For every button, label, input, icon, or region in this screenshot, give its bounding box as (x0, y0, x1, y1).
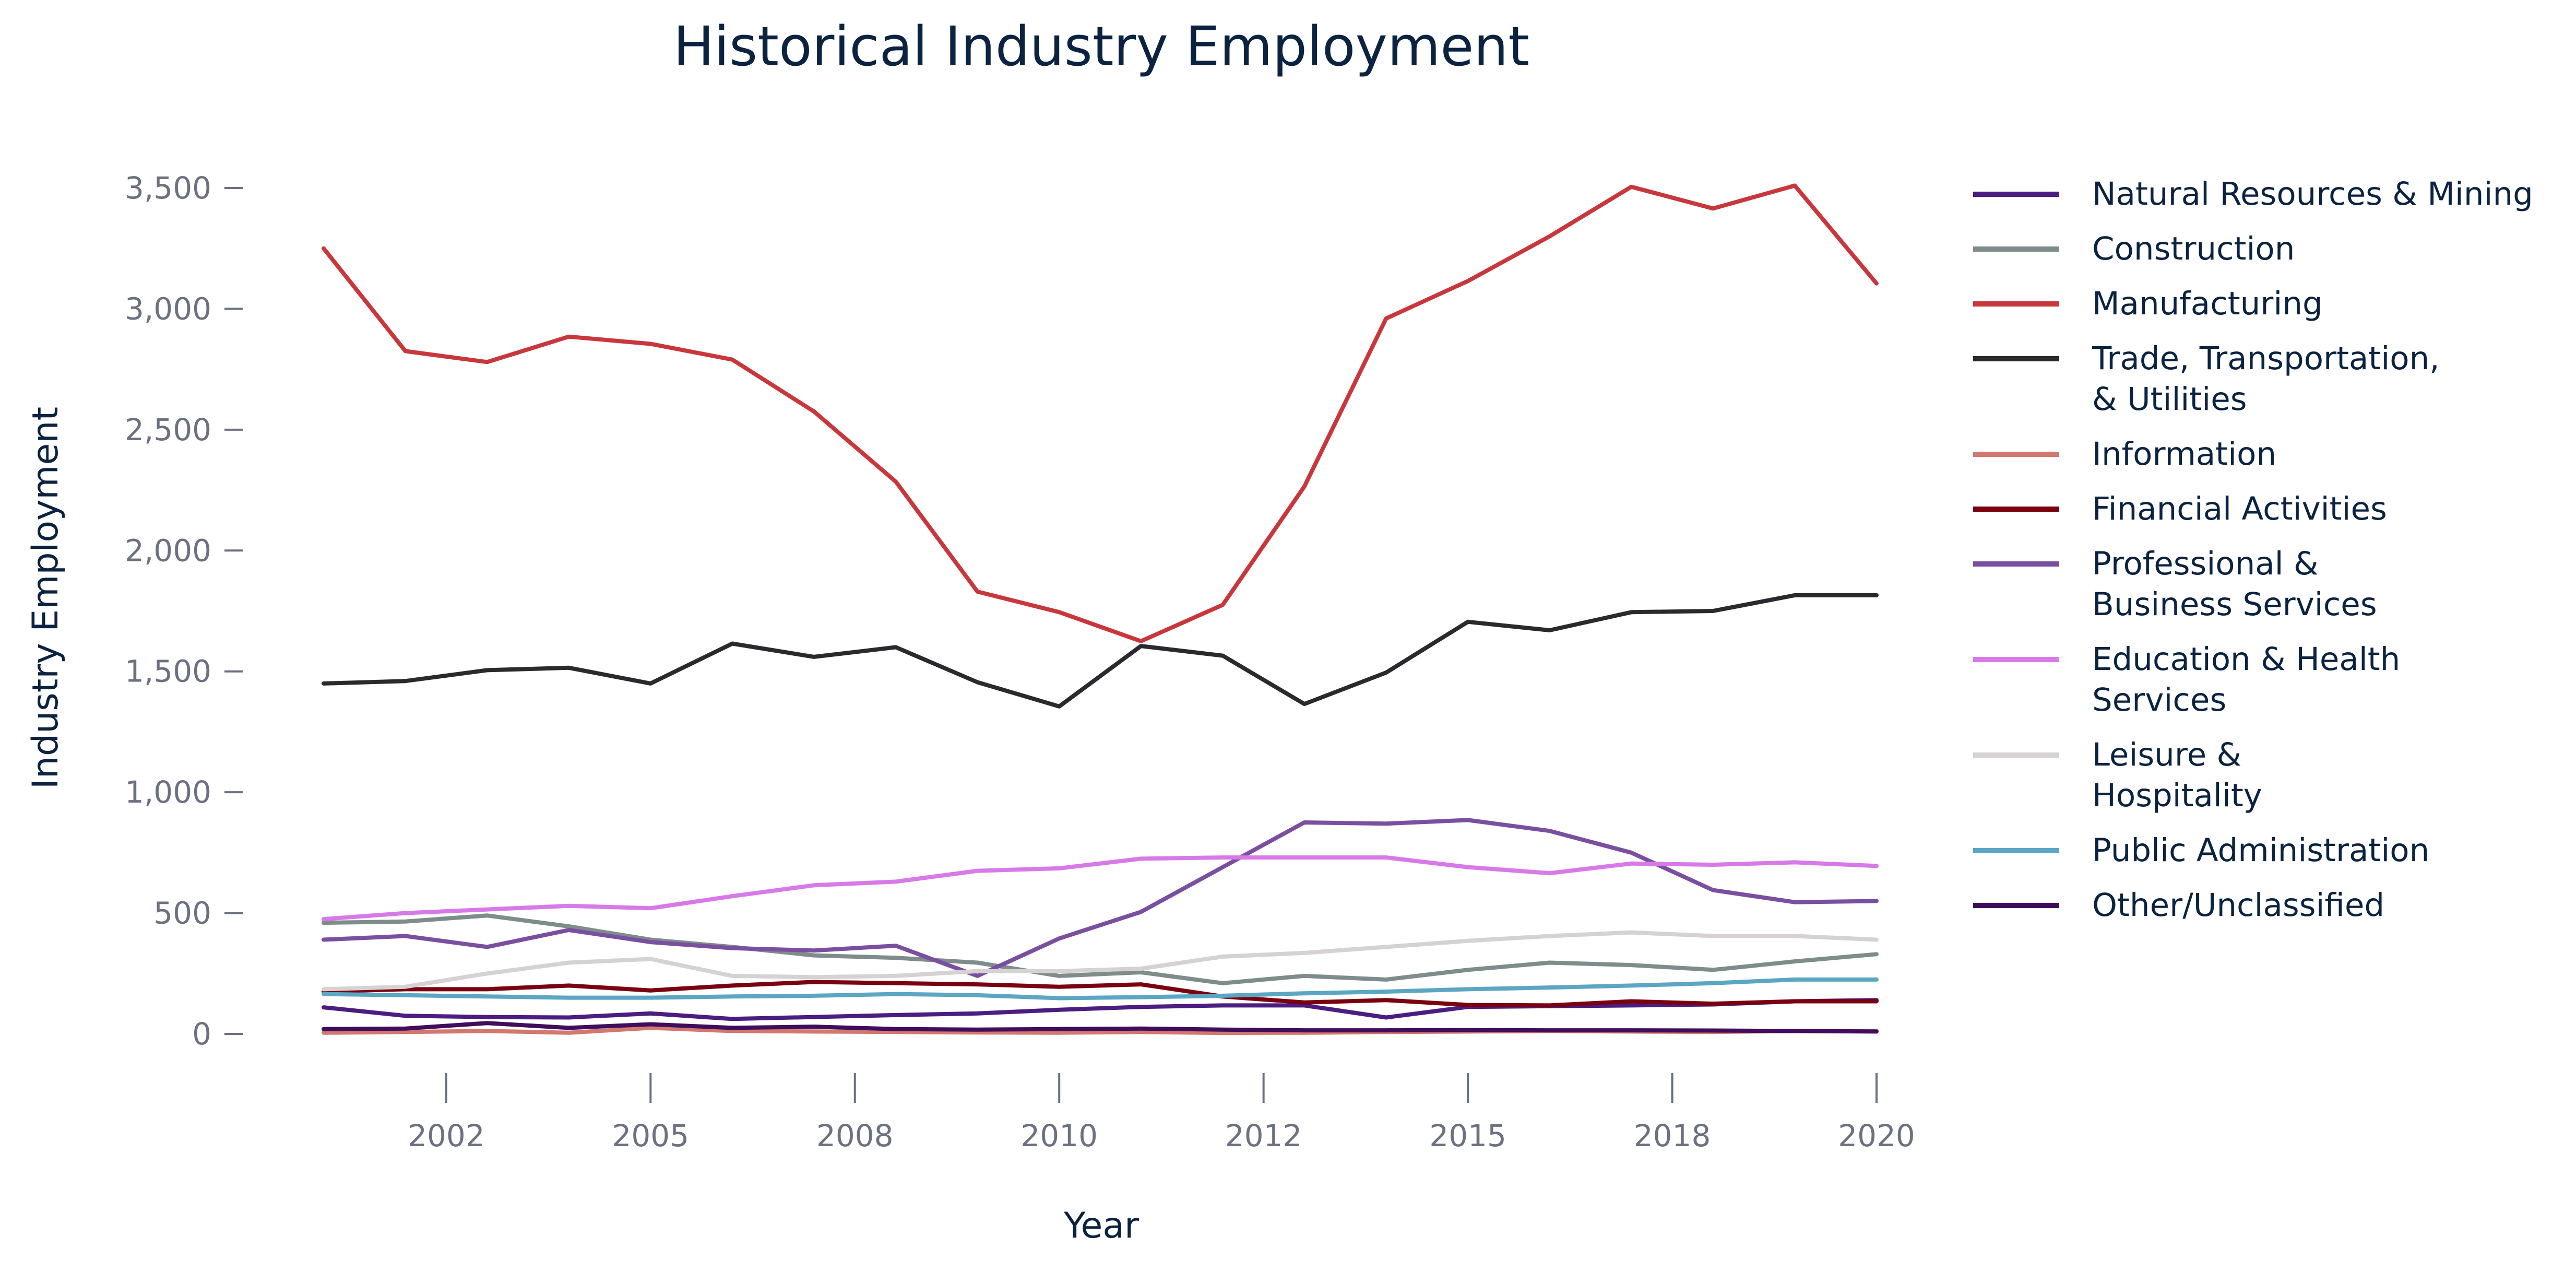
legend-label: Professional & Business Services (2092, 545, 2377, 623)
legend-item-professional-business-services: Professional & Business Services (1973, 545, 2377, 623)
series-line-construction (322, 913, 1879, 985)
legend-label: Public Administration (2092, 832, 2429, 869)
series-line-other-unclassified (322, 1021, 1879, 1034)
legend-label: Manufacturing (2092, 285, 2323, 322)
legend-label: Natural Resources & Mining (2092, 175, 2533, 213)
legend-item-leisure-hospitality: Leisure & Hospitality (1973, 736, 2262, 814)
series-lines (322, 183, 1879, 1035)
x-axis-title: Year (1063, 1205, 1139, 1246)
y-tick-label: 3,000 (125, 291, 211, 326)
legend-label: Other/Unclassified (2092, 887, 2384, 924)
legend-label: Construction (2092, 230, 2295, 267)
legend-item-education-health-services: Education & Health Services (1973, 641, 2400, 719)
legend-label-line: Leisure & (2092, 736, 2241, 773)
series-line-leisure-hospitality (322, 930, 1879, 992)
y-tick-label: 1,000 (125, 774, 211, 810)
x-tick-label: 2002 (408, 1118, 485, 1154)
series-line-manufacturing (322, 183, 1879, 643)
series-line-trade-transportation-utilities (322, 593, 1879, 709)
legend-label-line: & Utilities (2092, 381, 2247, 418)
legend: Natural Resources & Mining Construction Ma… (1973, 175, 2533, 924)
legend-label: Education & Health Services (2092, 641, 2400, 719)
legend-item-public-administration: Public Administration (1973, 832, 2429, 869)
y-tick-label: 3,500 (125, 170, 211, 206)
x-tick-label: 2010 (1020, 1118, 1098, 1154)
series-line-education-health-services (322, 855, 1879, 922)
y-tick-label: 0 (192, 1016, 211, 1052)
legend-label-line: Professional & (2092, 545, 2319, 582)
legend-item-construction: Construction (1973, 230, 2295, 267)
legend-label-line: Business Services (2092, 586, 2377, 623)
legend-label-line: Natural Resources & Mining (2092, 175, 2533, 213)
legend-item-financial-activities: Financial Activities (1973, 490, 2387, 527)
chart-title: Historical Industry Employment (673, 15, 1529, 78)
legend-item-information: Information (1973, 436, 2276, 473)
legend-label-line: Construction (2092, 230, 2295, 267)
y-tick-label: 500 (153, 896, 211, 931)
legend-label-line: Information (2092, 436, 2276, 473)
legend-label-line: Public Administration (2092, 832, 2429, 869)
series-line-financial-activities (322, 980, 1879, 1008)
y-tick-label: 2,500 (125, 412, 211, 448)
legend-label-line: Hospitality (2092, 777, 2262, 814)
legend-label-line: Financial Activities (2092, 490, 2387, 527)
series-line-natural-resources-mining (322, 998, 1879, 1021)
series-line-professional-business-services (322, 818, 1879, 978)
x-tick-label: 2015 (1429, 1118, 1506, 1154)
x-tick-label: 2020 (1838, 1118, 1915, 1154)
legend-label: Leisure & Hospitality (2092, 736, 2262, 814)
legend-label-line: Trade, Transportation, (2092, 340, 2440, 377)
y-axis-title: Industry Employment (25, 407, 66, 789)
legend-label: Information (2092, 436, 2276, 473)
legend-item-trade-transportation-utilities: Trade, Transportation, & Utilities (1973, 340, 2440, 418)
legend-item-manufacturing: Manufacturing (1973, 285, 2323, 322)
y-tick-label: 2,000 (125, 533, 211, 568)
x-axis: 2002 2005 2008 2010 2012 2015 2018 2020 (408, 1073, 1915, 1154)
y-axis: 0 500 1,000 1,500 2,000 2,500 3,000 3,500 (125, 170, 243, 1052)
legend-label-line: Manufacturing (2092, 285, 2323, 322)
legend-label-line: Education & Health (2092, 641, 2400, 678)
legend-item-other-unclassified: Other/Unclassified (1973, 887, 2384, 924)
y-tick-label: 1,500 (125, 654, 211, 689)
legend-label: Trade, Transportation, & Utilities (2092, 340, 2440, 418)
legend-item-natural-resources-mining: Natural Resources & Mining (1973, 175, 2533, 213)
legend-label-line: Services (2092, 681, 2226, 719)
series-line-public-administration (322, 977, 1879, 1001)
x-tick-label: 2018 (1634, 1118, 1711, 1154)
x-tick-label: 2008 (816, 1118, 894, 1154)
legend-label: Financial Activities (2092, 490, 2387, 527)
x-tick-label: 2012 (1225, 1118, 1302, 1154)
x-tick-label: 2005 (612, 1118, 690, 1154)
legend-label-line: Other/Unclassified (2092, 887, 2384, 924)
